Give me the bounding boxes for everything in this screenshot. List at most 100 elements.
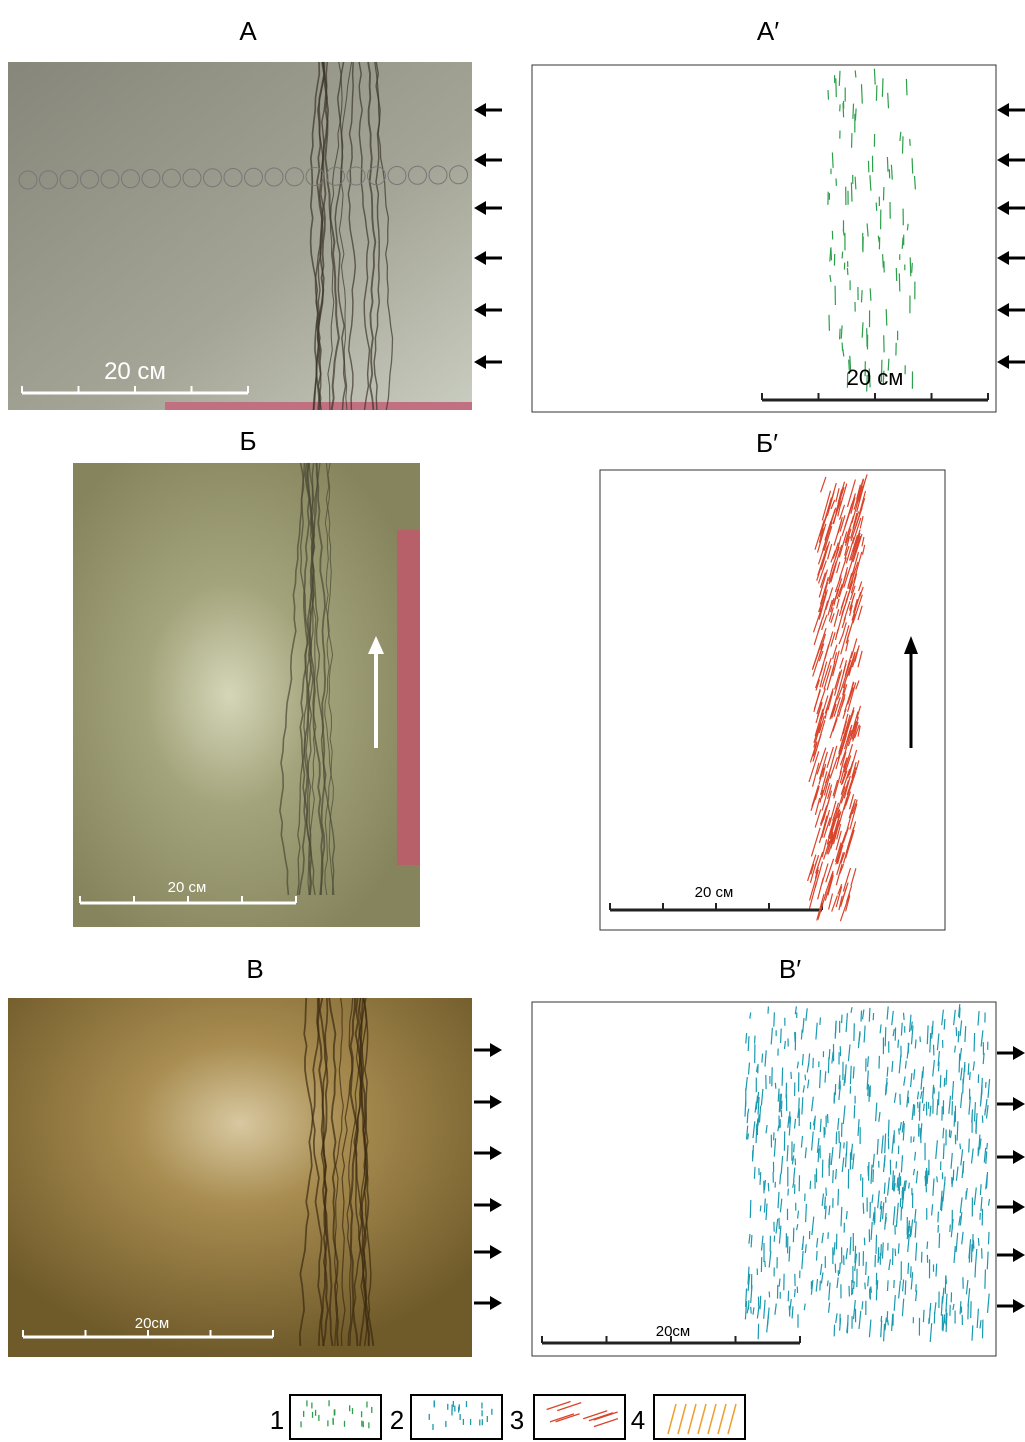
fracture — [897, 1039, 900, 1048]
fracture — [852, 721, 859, 742]
marker-circle — [162, 168, 181, 188]
fracture — [935, 1140, 938, 1159]
fracture — [761, 1053, 764, 1063]
fracture — [811, 1096, 814, 1112]
fracture — [879, 1205, 883, 1222]
fracture — [845, 1013, 848, 1033]
fracture — [759, 1295, 762, 1310]
fracture — [854, 1245, 857, 1264]
fracture — [875, 1234, 878, 1254]
fracture — [866, 374, 868, 392]
fracture — [847, 682, 857, 713]
fracture — [977, 1011, 980, 1026]
fracture — [802, 1085, 805, 1093]
fracture — [851, 493, 861, 524]
fracture — [842, 348, 845, 357]
fracture — [833, 652, 838, 663]
fracture — [745, 1076, 748, 1091]
fracture — [910, 1073, 913, 1088]
fracture — [837, 786, 846, 810]
fracture — [845, 791, 852, 806]
fracture — [837, 809, 841, 819]
fracture — [986, 1251, 989, 1270]
fracture — [812, 607, 823, 633]
fracture — [828, 800, 837, 827]
fracture — [813, 723, 822, 748]
fracture — [892, 1028, 895, 1037]
fracture — [823, 774, 831, 796]
fracture — [854, 176, 857, 190]
fracture — [922, 1066, 925, 1078]
fracture — [836, 844, 844, 864]
fracture — [777, 1088, 780, 1102]
fracture — [827, 825, 839, 855]
fracture — [767, 1182, 770, 1192]
fracture — [861, 1009, 865, 1020]
fracture — [808, 869, 819, 901]
fracture — [887, 1119, 890, 1137]
fracture — [940, 1296, 944, 1316]
fracture — [891, 1314, 894, 1331]
fracture — [821, 839, 828, 858]
fracture — [791, 1306, 794, 1319]
fracture — [967, 1288, 971, 1307]
fracture — [823, 840, 831, 860]
fracture — [949, 1130, 952, 1138]
fracture — [958, 1215, 961, 1226]
fracture — [914, 1209, 917, 1223]
photo-c — [8, 998, 472, 1357]
fracture — [948, 1095, 952, 1114]
marker-circle — [141, 169, 161, 188]
fracture — [824, 521, 832, 541]
fracture — [896, 1177, 899, 1188]
fracture — [815, 1251, 818, 1261]
fracture — [977, 1237, 980, 1246]
fracture — [835, 830, 842, 851]
fracture — [832, 811, 842, 839]
fracture — [850, 1007, 853, 1013]
marker-circle — [244, 167, 263, 187]
fracture — [893, 1295, 896, 1311]
fracture — [973, 1032, 976, 1052]
fracture — [824, 1071, 827, 1083]
fracture — [920, 1123, 923, 1139]
fracture — [850, 1149, 853, 1160]
fracture — [849, 1065, 852, 1085]
marker-circle — [428, 165, 448, 185]
fracture — [816, 1238, 819, 1248]
fracture — [867, 1084, 870, 1097]
fracture — [867, 1275, 870, 1287]
fracture — [800, 1135, 804, 1148]
fracture — [970, 1244, 973, 1263]
crack — [334, 61, 347, 411]
fracture — [818, 650, 824, 662]
fracture — [875, 1102, 878, 1122]
crack — [328, 997, 339, 1347]
legend-sample — [727, 1403, 737, 1435]
fracture — [852, 594, 863, 624]
fracture — [797, 1210, 800, 1219]
marker-circle — [80, 169, 99, 189]
fracture — [764, 1260, 766, 1268]
sketch-frame — [531, 64, 997, 413]
fracture — [781, 1067, 784, 1086]
fracture — [916, 1091, 920, 1100]
fracture — [832, 718, 838, 732]
photo-b — [73, 463, 420, 927]
fracture — [818, 528, 824, 543]
fracture — [821, 591, 827, 608]
fracture — [788, 1246, 791, 1262]
crack — [363, 997, 372, 1347]
fracture — [803, 1303, 806, 1311]
fracture — [974, 1248, 978, 1268]
fracture — [839, 328, 841, 340]
fracture — [911, 1103, 915, 1121]
fracture — [822, 815, 828, 833]
fracture — [881, 1242, 884, 1259]
fracture — [942, 1143, 945, 1160]
fracture — [823, 665, 832, 690]
fracture — [892, 1175, 896, 1191]
fracture — [835, 863, 843, 886]
fracture — [811, 1216, 815, 1236]
fracture — [834, 629, 839, 641]
